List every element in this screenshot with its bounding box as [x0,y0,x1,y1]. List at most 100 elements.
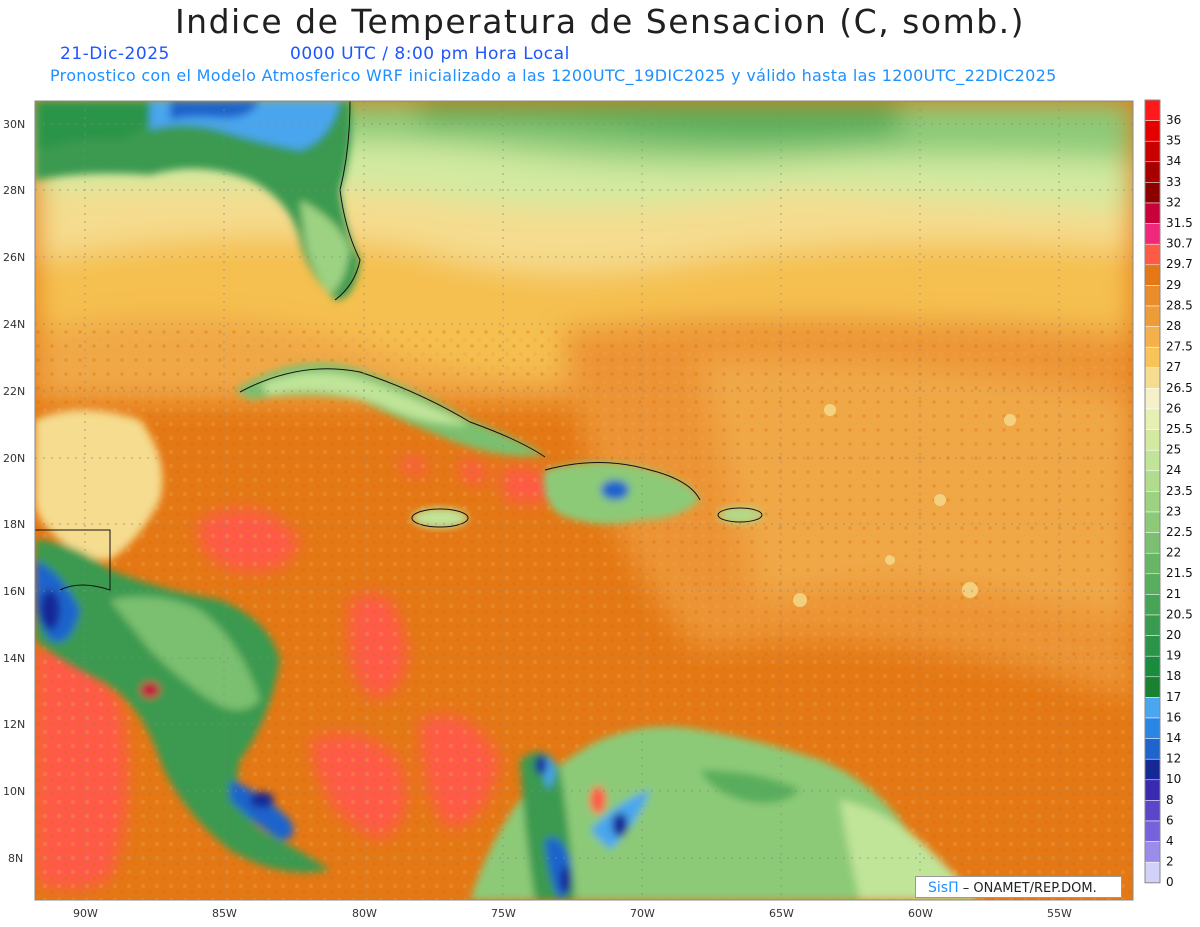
colorbar-swatch [1144,779,1161,801]
colorbar-label: 26 [1166,401,1181,415]
colorbar-label: 4 [1166,834,1174,848]
colorbar-label: 25.5 [1166,422,1193,436]
colorbar-swatch [1144,820,1161,842]
colorbar-label: 27.5 [1166,340,1193,354]
colorbar-label: 29.7 [1166,257,1193,271]
colorbar-swatch [1144,676,1161,698]
colorbar-label: 31.5 [1166,216,1193,230]
colorbar-swatch [1144,614,1161,636]
lat-label: 16N [3,585,25,598]
colorbar-frame [1144,99,1161,884]
colorbar-label: 34 [1166,154,1181,168]
lat-label: 22N [3,385,25,398]
colorbar-swatch [1144,388,1161,410]
colorbar-swatch [1144,697,1161,719]
lat-label: 14N [3,652,25,665]
colorbar-label: 27 [1166,360,1181,374]
colorbar-label: 33 [1166,175,1181,189]
colorbar-swatch [1144,470,1161,492]
forecast-time: 0000 UTC / 8:00 pm Hora Local [290,44,570,64]
colorbar-label: 35 [1166,134,1181,148]
colorbar-label: 8 [1166,793,1174,807]
colorbar-swatch [1144,655,1161,678]
map-title: Indice de Temperatura de Sensacion (C, s… [174,2,1026,41]
colorbar-swatch [1144,491,1161,513]
credit-box: SisΠ – ONAMET/REP.DOM. [915,876,1122,898]
colorbar-swatch [1144,182,1161,204]
colorbar-label: 36 [1166,113,1181,127]
colorbar-swatch [1144,243,1161,266]
colorbar-label: 6 [1166,813,1174,827]
map-frame [34,100,1134,901]
colorbar-label: 22.5 [1166,525,1193,539]
colorbar-label: 2 [1166,855,1174,869]
lat-label: 28N [3,184,25,197]
colorbar-label: 19 [1166,649,1181,663]
colorbar-swatch [1144,552,1161,575]
lat-label: 24N [3,318,25,331]
lon-label: 85W [212,907,237,920]
colorbar-swatch [1144,841,1161,863]
lat-label: 30N [3,118,25,131]
colorbar-label: 0 [1166,875,1174,889]
colorbar-label: 28 [1166,319,1181,333]
lon-label: 75W [491,907,516,920]
colorbar-label: 28.5 [1166,298,1193,312]
colorbar-label: 29 [1166,278,1181,292]
colorbar-swatch [1144,140,1161,163]
colorbar-label: 21 [1166,587,1181,601]
colorbar-label: 23 [1166,504,1181,518]
colorbar-swatch [1144,573,1161,595]
colorbar-label: 25 [1166,443,1181,457]
colorbar-label: 14 [1166,731,1181,745]
lon-label: 55W [1047,907,1072,920]
colorbar-label: 21.5 [1166,566,1193,580]
lat-label: 20N [3,452,25,465]
colorbar-swatch [1144,202,1161,224]
colorbar-swatch [1144,861,1161,884]
colorbar-swatch [1144,429,1161,451]
colorbar-swatch [1144,120,1161,142]
lon-label: 65W [769,907,794,920]
colorbar-swatch [1144,161,1161,183]
colorbar-swatch [1144,738,1161,760]
colorbar-swatch [1144,532,1161,554]
lat-label: 26N [3,251,25,264]
lat-label: 12N [3,718,25,731]
lon-label: 90W [73,907,98,920]
credit-org: ONAMET/REP.DOM. [973,881,1097,896]
latitude-labels: 30N 28N 26N 24N 22N 20N 18N 16N 14N 12N … [3,118,25,865]
lat-label: 8N [8,852,23,865]
forecast-date: 21-Dic-2025 [60,44,170,64]
colorbar-swatch [1144,594,1161,616]
colorbar-swatch [1144,511,1161,533]
lon-label: 60W [908,907,933,920]
colorbar-label: 24 [1166,463,1181,477]
colorbar-swatch [1144,99,1161,121]
lat-label: 18N [3,518,25,531]
colorbar-swatch [1144,758,1161,781]
colorbar-label: 10 [1166,772,1181,786]
colorbar-swatch [1144,346,1161,369]
colorbar-label: 20.5 [1166,607,1193,621]
colorbar-swatch [1144,635,1161,657]
colorbar-label: 32 [1166,195,1181,209]
colorbar-label: 26.5 [1166,381,1193,395]
map-field [35,101,1133,900]
forecast-description: Pronostico con el Modelo Atmosferico WRF… [50,66,1057,85]
colorbar-label: 17 [1166,690,1181,704]
colorbar-swatch [1144,305,1161,327]
colorbar-label: 22 [1166,546,1181,560]
colorbar-swatch [1144,326,1161,348]
sispi-logo: SisΠ [928,880,959,896]
colorbar-swatch [1144,223,1161,245]
colorbar-swatch [1144,408,1161,430]
credit-separator: – [958,881,974,896]
colorbar-swatch [1144,367,1161,389]
colorbar-swatch [1144,285,1161,307]
colorbar-label: 18 [1166,669,1181,683]
lon-label: 80W [352,907,377,920]
colorbar-label: 16 [1166,710,1181,724]
colorbar-swatch [1144,717,1161,739]
